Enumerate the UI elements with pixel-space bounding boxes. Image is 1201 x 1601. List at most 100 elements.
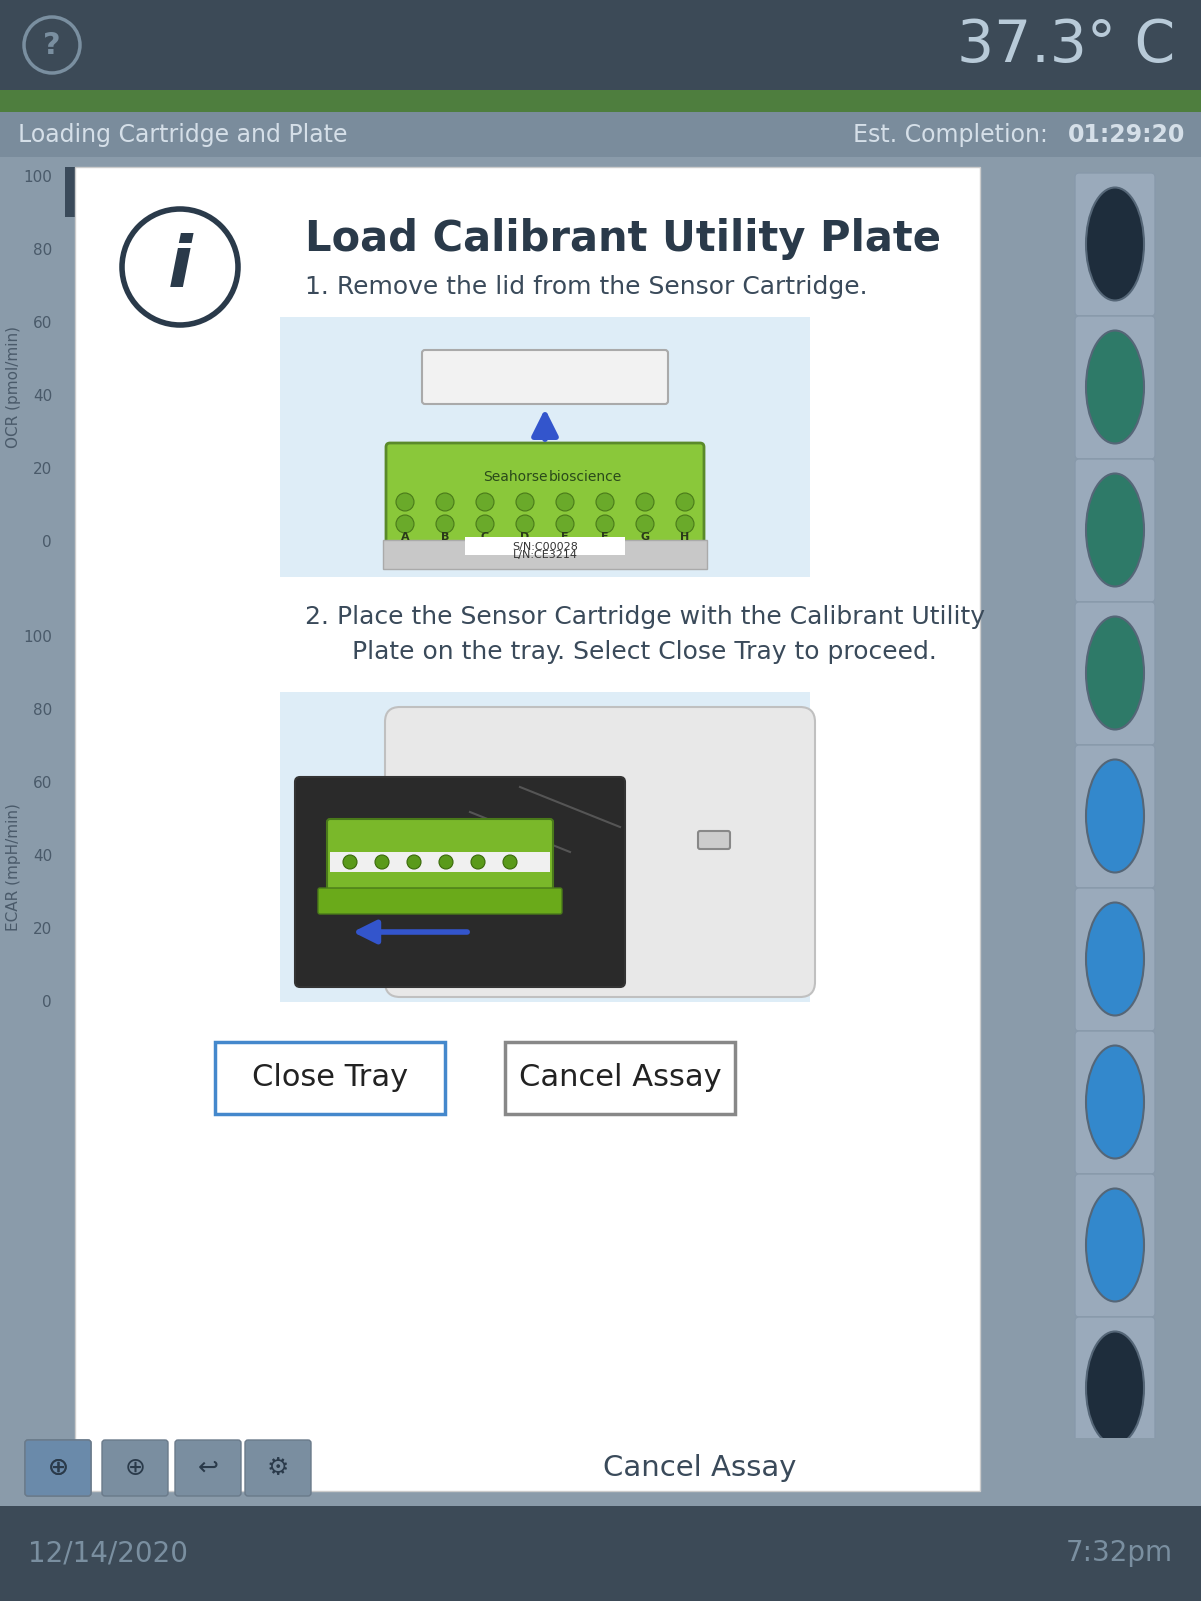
Text: 37.3° C: 37.3° C [957,16,1175,74]
Text: <: < [76,186,97,203]
FancyBboxPatch shape [65,167,113,218]
Ellipse shape [1086,474,1145,586]
Circle shape [407,855,422,869]
FancyBboxPatch shape [0,1438,1201,1507]
FancyBboxPatch shape [330,852,550,873]
FancyBboxPatch shape [1075,602,1155,744]
Text: Time (min): Time (min) [354,1471,446,1491]
Text: 0: 0 [42,994,52,1010]
Circle shape [596,493,614,511]
Text: 20: 20 [32,461,52,477]
Ellipse shape [1086,616,1145,730]
FancyBboxPatch shape [102,1439,168,1495]
Text: 20: 20 [32,922,52,937]
Text: Loading Cartridge and Plate: Loading Cartridge and Plate [18,123,347,147]
Circle shape [516,516,534,533]
Text: F: F [602,532,609,543]
Circle shape [436,516,454,533]
Text: L/N:CE3214: L/N:CE3214 [513,551,578,560]
Text: ⊕: ⊕ [48,1455,68,1479]
Ellipse shape [1086,330,1145,443]
Circle shape [516,493,534,511]
FancyBboxPatch shape [0,0,1201,90]
Text: 40: 40 [32,849,52,863]
FancyBboxPatch shape [422,351,668,403]
FancyBboxPatch shape [1075,1031,1155,1174]
FancyBboxPatch shape [25,1439,91,1495]
FancyBboxPatch shape [280,692,809,1002]
FancyBboxPatch shape [318,889,562,914]
Text: H: H [681,532,689,543]
FancyBboxPatch shape [327,820,552,895]
Text: 60: 60 [32,315,52,330]
FancyBboxPatch shape [25,1439,91,1495]
Text: ?: ? [43,30,61,59]
Circle shape [436,493,454,511]
Circle shape [637,516,655,533]
Text: 80: 80 [32,703,52,717]
Text: ⊕: ⊕ [125,1455,145,1479]
Ellipse shape [1086,1188,1145,1302]
FancyBboxPatch shape [698,831,730,849]
FancyBboxPatch shape [504,1042,735,1114]
Text: A: A [401,532,410,543]
Text: E: E [561,532,569,543]
FancyBboxPatch shape [1075,173,1155,315]
FancyBboxPatch shape [0,90,1201,112]
Circle shape [676,516,694,533]
Text: 80: 80 [32,242,52,258]
Text: 100: 100 [23,629,52,645]
FancyBboxPatch shape [386,708,815,997]
Ellipse shape [1086,903,1145,1015]
Ellipse shape [1086,759,1145,873]
Circle shape [396,493,414,511]
Text: ⊕: ⊕ [48,1455,68,1479]
Text: 40: 40 [32,389,52,403]
Text: Seahorse: Seahorse [483,471,548,484]
Circle shape [556,493,574,511]
FancyBboxPatch shape [386,443,704,556]
Circle shape [375,855,389,869]
Text: ECAR (mpH/min): ECAR (mpH/min) [6,804,22,930]
FancyBboxPatch shape [74,167,980,1491]
Circle shape [503,855,516,869]
Text: Close Tray: Close Tray [252,1063,408,1092]
FancyBboxPatch shape [280,317,809,576]
Text: ↩: ↩ [197,1455,219,1479]
Text: G: G [640,532,650,543]
Text: i: i [168,232,192,301]
Circle shape [343,855,357,869]
FancyBboxPatch shape [465,536,625,556]
Text: Cancel Assay: Cancel Assay [519,1063,722,1092]
FancyBboxPatch shape [1075,889,1155,1031]
Text: 0: 0 [42,535,52,549]
FancyBboxPatch shape [175,1439,241,1495]
Text: Cancel Assay: Cancel Assay [603,1454,796,1483]
Text: 2. Place the Sensor Cartridge with the Calibrant Utility: 2. Place the Sensor Cartridge with the C… [305,605,985,629]
FancyBboxPatch shape [245,1439,311,1495]
Ellipse shape [1086,1332,1145,1444]
Circle shape [476,516,494,533]
Text: 60: 60 [32,775,52,791]
FancyBboxPatch shape [1075,1318,1155,1460]
FancyBboxPatch shape [383,540,707,568]
FancyBboxPatch shape [1075,459,1155,602]
FancyBboxPatch shape [0,1507,1201,1601]
Circle shape [476,493,494,511]
Ellipse shape [1086,1045,1145,1159]
Text: S/N:C00028: S/N:C00028 [512,543,578,552]
Text: D: D [520,532,530,543]
Text: B: B [441,532,449,543]
Ellipse shape [1086,187,1145,301]
Text: 100: 100 [23,170,52,184]
FancyBboxPatch shape [295,776,625,986]
Text: Load Calibrant Utility Plate: Load Calibrant Utility Plate [305,218,942,259]
FancyBboxPatch shape [1075,315,1155,459]
Text: 1. Remove the lid from the Sensor Cartridge.: 1. Remove the lid from the Sensor Cartri… [305,275,867,299]
Text: 12/14/2020: 12/14/2020 [28,1539,189,1567]
FancyBboxPatch shape [215,1042,446,1114]
Circle shape [596,516,614,533]
FancyBboxPatch shape [0,157,1201,1507]
Text: 01:29:20: 01:29:20 [1068,123,1185,147]
Text: OCR (pmol/min): OCR (pmol/min) [6,327,22,448]
